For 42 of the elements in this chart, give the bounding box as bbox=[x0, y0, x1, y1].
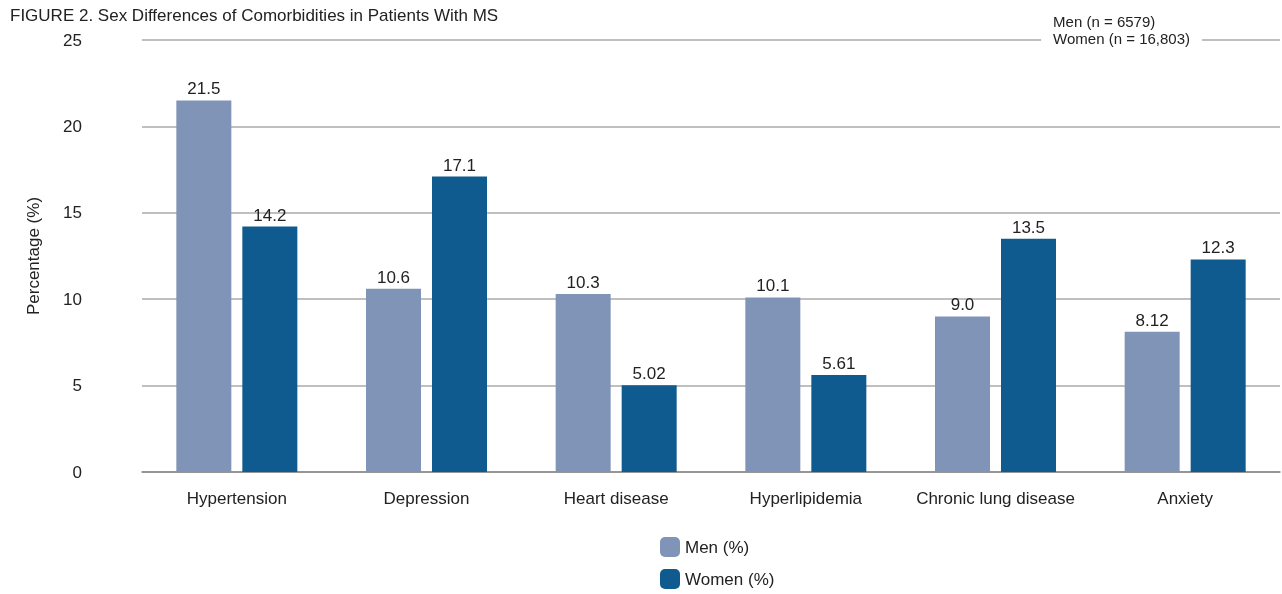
data-label: 12.3 bbox=[1201, 238, 1235, 258]
bar bbox=[366, 288, 421, 472]
x-tick-label: Chronic lung disease bbox=[916, 489, 1075, 508]
data-label: 14.2 bbox=[253, 205, 287, 225]
bar bbox=[811, 375, 867, 472]
x-tick-label: Hypertension bbox=[186, 489, 287, 508]
text: Men (n = 6579) bbox=[1053, 13, 1156, 30]
data-label: 21.5 bbox=[187, 79, 221, 99]
bar bbox=[1190, 259, 1246, 472]
data-label: 5.02 bbox=[632, 364, 666, 384]
y-tick-label: 20 bbox=[63, 116, 82, 136]
data-label: 10.3 bbox=[566, 273, 600, 293]
bar bbox=[621, 385, 677, 472]
data-label: 10.6 bbox=[376, 267, 411, 287]
legend-label: Men (%) bbox=[685, 537, 750, 557]
data-label: 9.0 bbox=[950, 295, 975, 315]
y-tick-label: 5 bbox=[72, 376, 82, 396]
y-tick-label: 10 bbox=[63, 289, 82, 309]
data-label: 5.61 bbox=[822, 354, 856, 374]
data-label: 10.1 bbox=[756, 276, 790, 296]
bar bbox=[1124, 331, 1180, 472]
x-tick-label: Anxiety bbox=[1157, 489, 1214, 508]
y-axis-title: Percentage (%) bbox=[24, 196, 43, 316]
y-tick-label: 25 bbox=[63, 30, 82, 50]
legend-label: Women (%) bbox=[685, 569, 775, 589]
x-tick-label: Depression bbox=[383, 489, 470, 508]
y-tick-label: 15 bbox=[63, 203, 82, 223]
data-label: 8.12 bbox=[1135, 310, 1169, 330]
x-tick-label: Hyperlipidemia bbox=[749, 489, 863, 508]
chart-title: FIGURE 2. Sex Differences of Comorbidities in Patients With MS bbox=[10, 6, 499, 25]
bar bbox=[1001, 238, 1056, 472]
y-tick-label: 0 bbox=[72, 462, 82, 482]
data-label: 13.5 bbox=[1011, 217, 1046, 237]
annotation: Women (n = 16,803) bbox=[1053, 30, 1191, 47]
bar bbox=[555, 294, 611, 472]
bar bbox=[242, 226, 298, 472]
bar bbox=[935, 316, 990, 472]
data-label: 17.1 bbox=[442, 155, 477, 175]
bar bbox=[176, 100, 232, 472]
x-tick-label: Heart disease bbox=[563, 489, 669, 508]
bar bbox=[745, 297, 801, 472]
bar bbox=[432, 176, 487, 472]
